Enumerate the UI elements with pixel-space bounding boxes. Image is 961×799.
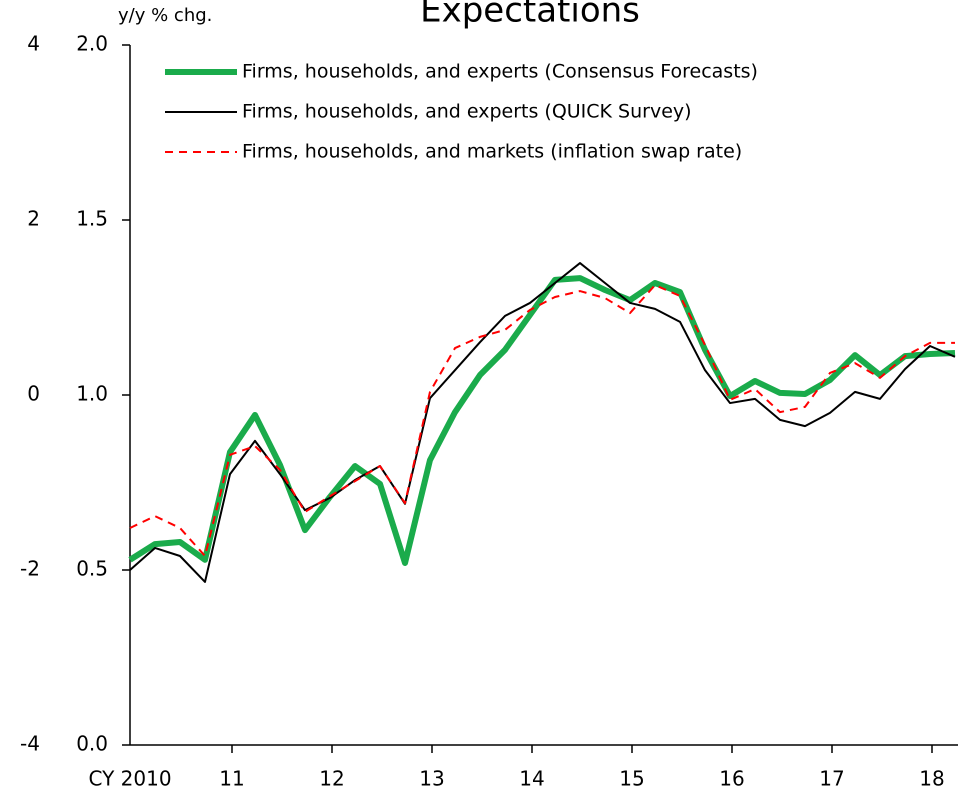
x-tick-label: 13 <box>419 767 444 791</box>
y-tick-label: 0.0 <box>76 732 108 756</box>
series-line <box>129 284 955 557</box>
x-tick-label: 16 <box>719 767 744 791</box>
series-line <box>129 262 956 583</box>
y2-tick-label: -2 <box>20 557 40 581</box>
x-tick-label: 18 <box>919 767 944 791</box>
y-tick-label: 1.5 <box>76 207 108 231</box>
legend-label: Firms, households, and experts (QUICK Su… <box>242 101 692 123</box>
legend-label: Firms, households, and markets (inflatio… <box>242 141 742 163</box>
y2-tick-label: 0 <box>27 382 40 406</box>
series-line <box>128 275 956 566</box>
x-tick-label: 12 <box>319 767 344 791</box>
y2-tick-label: 2 <box>27 207 40 231</box>
y2-tick-label: 4 <box>27 32 40 56</box>
y-axis-label: y/y % chg. <box>118 5 212 26</box>
x-tick-label: 15 <box>619 767 644 791</box>
x-tick-label: 11 <box>219 767 244 791</box>
y2-tick-label: -4 <box>20 732 40 756</box>
chart-title: Expectations <box>420 0 640 31</box>
y-tick-label: 1.0 <box>76 382 108 406</box>
x-tick-label: 17 <box>819 767 844 791</box>
x-tick-label: CY 2010 <box>88 767 171 791</box>
y-tick-label: 0.5 <box>76 557 108 581</box>
legend-label: Firms, households, and experts (Consensu… <box>242 61 758 83</box>
x-tick-label: 14 <box>519 767 544 791</box>
y-tick-label: 2.0 <box>76 32 108 56</box>
